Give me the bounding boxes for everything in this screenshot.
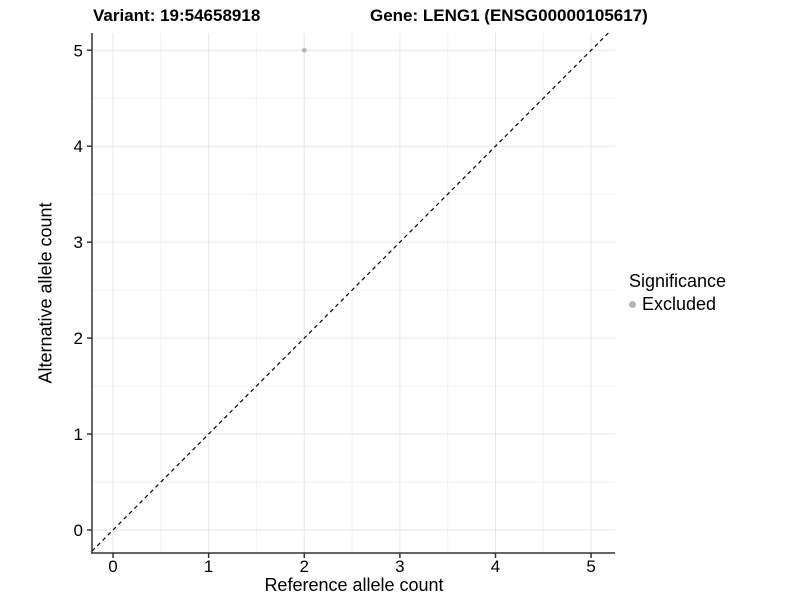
legend-title: Significance: [629, 271, 727, 291]
x-tick-label: 2: [300, 557, 309, 576]
plot-title-variant: Variant: 19:54658918: [93, 6, 261, 25]
x-tick-label: 1: [204, 557, 213, 576]
x-tick-label: 3: [395, 557, 404, 576]
y-tick-label: 2: [74, 329, 83, 348]
legend: Significance Excluded: [629, 271, 726, 313]
legend-entry: Excluded: [629, 295, 726, 313]
plot-title-gene: Gene: LENG1 (ENSG00000105617): [370, 6, 648, 25]
y-tick-label: 3: [74, 233, 83, 252]
y-tick-label: 0: [74, 521, 83, 540]
legend-entry-label: Excluded: [642, 294, 717, 314]
data-point: [301, 47, 307, 53]
x-tick-label: 0: [108, 557, 117, 576]
x-axis-title: Reference allele count: [264, 575, 444, 595]
legend-key-point-icon: [629, 300, 636, 308]
y-tick-label: 1: [74, 425, 83, 444]
identity-reference-line: [91, 32, 609, 552]
x-tick-label: 5: [586, 557, 595, 576]
y-axis-title: Alternative allele count: [35, 202, 56, 384]
y-tick-label: 4: [74, 137, 83, 156]
legend-entries: Excluded: [629, 295, 726, 313]
x-tick-label: 4: [491, 557, 500, 576]
y-tick-label: 5: [74, 41, 83, 60]
